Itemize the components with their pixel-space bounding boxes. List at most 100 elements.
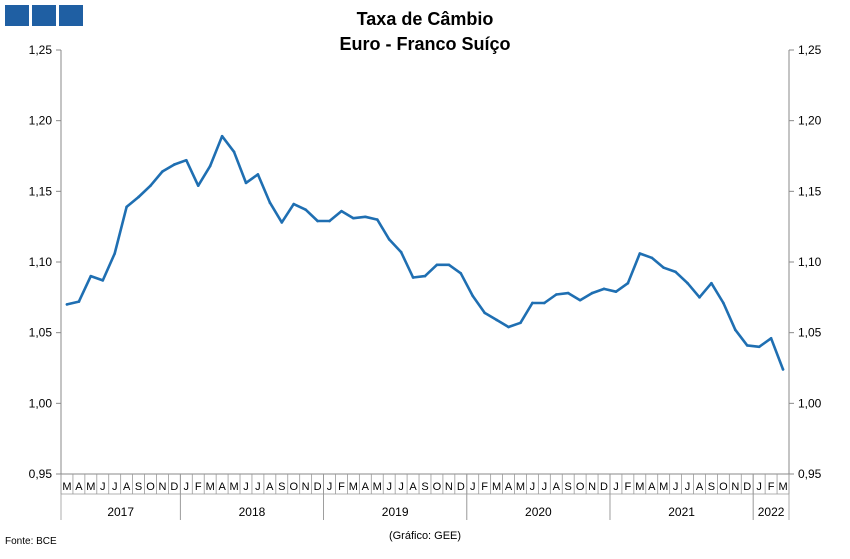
x-tick-label-month: F xyxy=(768,481,775,493)
x-tick-label-month: O xyxy=(433,481,442,493)
x-tick-label-month: F xyxy=(195,481,202,493)
data-point xyxy=(208,164,212,168)
y-tick-label-left: 1,10 xyxy=(29,255,53,269)
x-tick-label-month: J xyxy=(327,481,333,493)
logo-square xyxy=(32,5,56,26)
data-point xyxy=(77,300,81,303)
data-point xyxy=(662,266,665,269)
data-point xyxy=(149,184,152,187)
x-tick-label-year: 2022 xyxy=(758,505,785,519)
x-tick-label-month: J xyxy=(673,481,679,493)
y-tick-label-right: 0,95 xyxy=(798,467,822,481)
x-tick-label-month: J xyxy=(112,481,118,493)
data-point xyxy=(328,219,331,223)
x-tick-label-month: M xyxy=(62,481,71,493)
x-tick-label-month: M xyxy=(492,481,501,493)
data-point xyxy=(185,158,188,162)
x-tick-label-month: M xyxy=(635,481,644,493)
x-tick-label-month: A xyxy=(75,481,83,493)
x-tick-label-month: S xyxy=(421,481,428,493)
x-tick-label-month: J xyxy=(184,481,190,493)
data-point xyxy=(566,291,570,295)
x-tick-label-month: N xyxy=(588,481,596,493)
data-point xyxy=(280,221,284,224)
x-tick-label-month: D xyxy=(600,481,608,493)
x-tick-label-month: M xyxy=(373,481,382,493)
data-point xyxy=(519,321,522,325)
data-point xyxy=(411,276,415,279)
data-point xyxy=(113,252,117,255)
x-tick-label-year: 2021 xyxy=(668,505,695,519)
data-point xyxy=(399,250,403,254)
data-point xyxy=(733,328,737,332)
data-point xyxy=(244,181,248,185)
data-point xyxy=(161,170,164,173)
data-point xyxy=(638,252,642,255)
x-tick-label-month: J xyxy=(542,481,548,493)
data-point xyxy=(196,184,200,187)
x-tick-label-month: N xyxy=(302,481,310,493)
data-point xyxy=(722,301,725,305)
x-tick-label-month: N xyxy=(731,481,739,493)
data-point xyxy=(614,290,618,293)
data-point xyxy=(757,345,761,349)
data-point xyxy=(173,163,176,166)
y-tick-label-left: 1,15 xyxy=(29,184,53,198)
x-tick-label-month: M xyxy=(86,481,95,493)
x-tick-label-month: A xyxy=(266,481,274,493)
x-tick-label-month: F xyxy=(481,481,488,493)
x-tick-label-month: J xyxy=(243,481,249,493)
x-tick-label-month: J xyxy=(255,481,261,493)
source-note: Fonte: BCE xyxy=(5,536,57,547)
x-tick-label-month: J xyxy=(470,481,476,493)
x-tick-label-month: D xyxy=(743,481,751,493)
x-tick-label-month: J xyxy=(386,481,392,493)
data-point xyxy=(447,263,451,267)
data-point xyxy=(602,287,606,291)
series-line xyxy=(65,134,785,371)
y-tick-label-left: 1,05 xyxy=(29,326,53,340)
x-tick-label-month: A xyxy=(648,481,656,493)
data-point xyxy=(495,318,498,322)
x-tick-label-month: M xyxy=(659,481,668,493)
y-tick-label-left: 1,20 xyxy=(29,114,53,128)
x-tick-label-month: J xyxy=(685,481,691,493)
data-point xyxy=(626,281,630,285)
x-tick-label-month: O xyxy=(576,481,585,493)
x-tick-label-month: F xyxy=(625,481,632,493)
chart-subtitle: Euro - Franco Suíço xyxy=(339,34,511,54)
y-tick-label-right: 1,05 xyxy=(798,326,822,340)
data-point xyxy=(256,173,260,176)
y-tick-label-right: 1,20 xyxy=(798,114,822,128)
x-tick-label-month: O xyxy=(146,481,155,493)
x-tick-label-year: 2020 xyxy=(525,505,552,519)
x-tick-label-year: 2019 xyxy=(382,505,409,519)
x-tick-label-month: D xyxy=(170,481,178,493)
x-tick-label-month: J xyxy=(100,481,106,493)
data-point xyxy=(710,281,713,285)
x-tick-label-month: A xyxy=(505,481,513,493)
logo-square xyxy=(5,5,29,26)
data-point xyxy=(387,238,391,241)
line-chart: 0,95 0,95 1,00 1,00 1,05 1,05 1,10 1,10 1,15 1,15… xyxy=(29,43,822,520)
data-point xyxy=(578,298,582,302)
x-tick-label-month: A xyxy=(218,481,226,493)
data-point xyxy=(304,208,307,212)
logo-square xyxy=(59,5,83,26)
y-tick-label-right: 1,25 xyxy=(798,43,822,57)
x-tick-label-month: A xyxy=(409,481,417,493)
data-point xyxy=(507,325,510,329)
data-point xyxy=(590,291,594,295)
data-point xyxy=(364,215,367,219)
x-tick-label-year: 2018 xyxy=(239,505,266,519)
data-point xyxy=(352,216,355,220)
x-tick-label-month: J xyxy=(756,481,762,493)
x-tick-label-month: J xyxy=(398,481,404,493)
x-tick-label-month: N xyxy=(445,481,453,493)
data-point xyxy=(554,293,558,296)
data-point xyxy=(650,256,654,260)
data-point xyxy=(471,294,475,298)
x-tick-label-month: O xyxy=(719,481,728,493)
x-tick-label-month: M xyxy=(349,481,358,493)
x-tick-label-month: N xyxy=(158,481,166,493)
